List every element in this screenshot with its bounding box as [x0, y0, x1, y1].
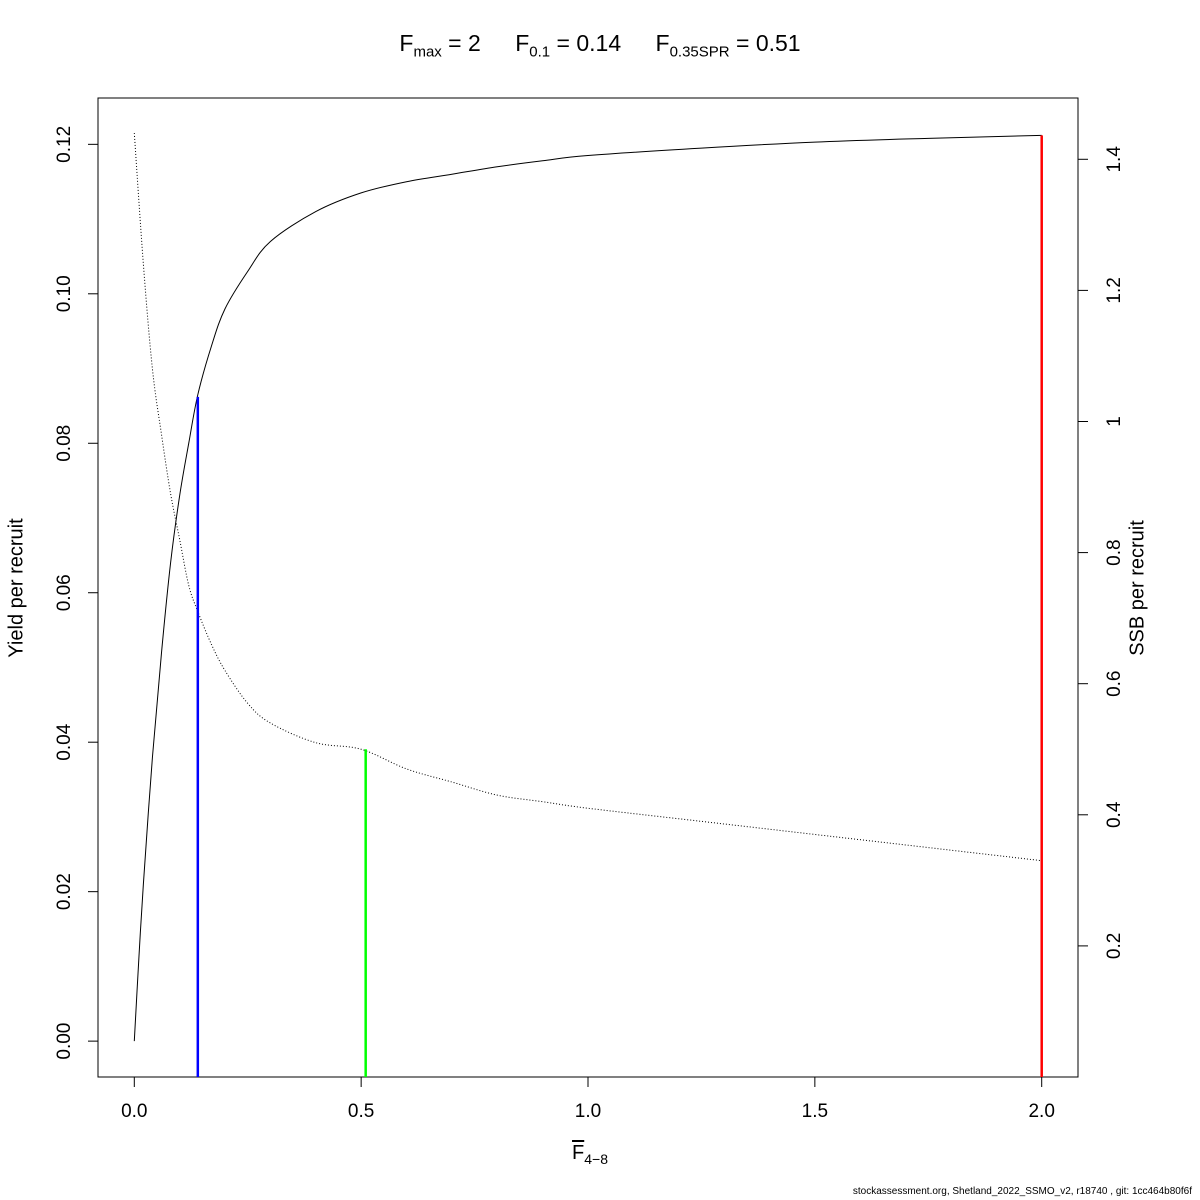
x-tick-label: 1.0	[575, 1101, 601, 1122]
plot-frame	[97, 97, 1079, 1078]
footer-credit: stockassessment.org, Shetland_2022_SSMO_…	[852, 1186, 1192, 1197]
y-right-axis: 0.2 0.4 0.6 0.8 1 1.2 1.4	[1078, 146, 1125, 959]
x-axis-label: F4−8	[572, 1142, 608, 1167]
y-left-axis: 0.00 0.02 0.04 0.06 0.08 0.10 0.12	[54, 126, 98, 1060]
y-right-tick-label: 1	[1104, 416, 1125, 427]
x-tick-label: 1.5	[802, 1101, 828, 1122]
y-right-tick-label: 1.4	[1104, 146, 1125, 173]
title-f01: F0.1 = 0.14	[515, 30, 622, 61]
y-left-tick-label: 0.10	[54, 275, 75, 312]
yield-per-recruit-line	[133, 134, 1042, 1042]
y-left-tick-label: 0.04	[54, 723, 75, 760]
chart-title: Fmax = 2 F0.1 = 0.14 F0.35SPR = 0.51	[0, 30, 1200, 61]
y-right-axis-label: SSB per recruit	[1126, 520, 1149, 656]
reference-lines	[196, 135, 1043, 1077]
y-right-tick-label: 1.2	[1104, 277, 1125, 303]
x-tick-label: 0.0	[121, 1101, 147, 1122]
y-right-tick-label: 0.4	[1104, 801, 1125, 828]
y-left-tick-label: 0.06	[54, 574, 75, 611]
x-tick-label: 0.5	[348, 1101, 374, 1122]
x-axis: 0.0 0.5 1.0 1.5 2.0	[121, 1077, 1055, 1122]
y-left-axis-label: Yield per recruit	[5, 518, 28, 658]
ssb-per-recruit-line	[133, 133, 1042, 862]
title-fmax: Fmax = 2	[399, 30, 481, 61]
y-left-tick-label: 0.02	[54, 873, 75, 910]
y-right-tick-label: 0.2	[1104, 933, 1125, 959]
series-layer	[133, 133, 1042, 1042]
y-left-tick-label: 0.00	[54, 1023, 75, 1060]
y-left-tick-label: 0.12	[54, 126, 75, 163]
y-right-tick-label: 0.6	[1104, 670, 1125, 696]
y-left-tick-label: 0.08	[54, 425, 75, 462]
y-right-tick-label: 0.8	[1104, 539, 1125, 565]
title-f035spr: F0.35SPR = 0.51	[655, 30, 801, 61]
x-tick-label: 2.0	[1028, 1101, 1054, 1122]
